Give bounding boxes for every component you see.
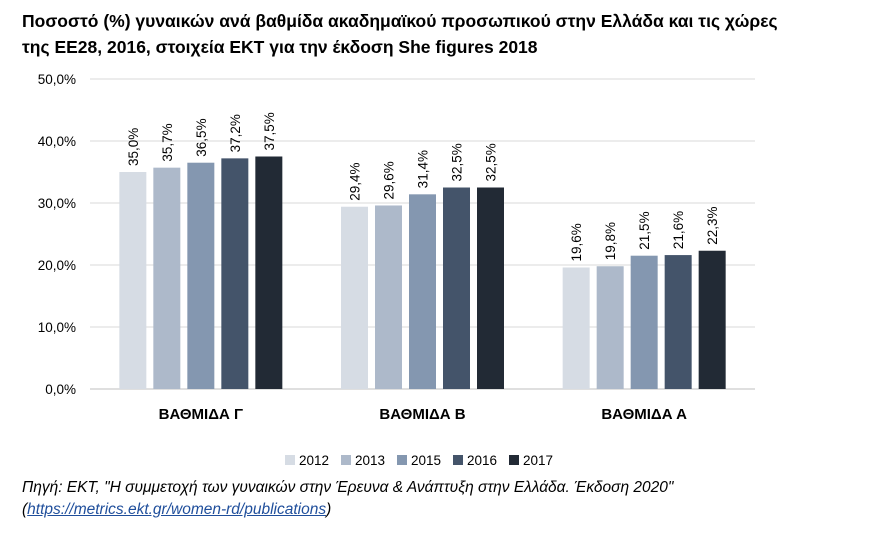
legend-swatch	[509, 455, 519, 465]
source-note: Πηγή: ΕΚΤ, "Η συμμετοχή των γυναικών στη…	[22, 477, 882, 521]
bar-2012	[562, 267, 590, 389]
bar-2015	[409, 194, 436, 389]
chart-title-line-1: Ποσοστό (%) γυναικών ανά βαθμίδα ακαδημα…	[22, 11, 778, 31]
bar-2013	[153, 167, 181, 389]
chart-title: Ποσοστό (%) γυναικών ανά βαθμίδα ακαδημα…	[22, 8, 872, 60]
data-label: 19,6%	[569, 223, 584, 261]
bar-2012	[119, 172, 147, 389]
bar-2015	[187, 162, 215, 389]
legend: 2012 2013 2015 2016 2017	[285, 453, 553, 468]
data-label: 21,5%	[637, 211, 652, 249]
legend-swatch	[453, 455, 463, 465]
y-tick-label: 30,0%	[38, 196, 76, 211]
data-label: 19,8%	[603, 222, 618, 260]
bar-2013	[375, 205, 402, 389]
bar-2017	[255, 156, 283, 389]
legend-swatch	[341, 455, 351, 465]
bar-2016	[443, 187, 470, 389]
bar-2016	[664, 255, 692, 389]
data-label: 37,5%	[262, 112, 277, 150]
source-link-open: (	[22, 501, 28, 518]
y-tick-label: 20,0%	[38, 258, 76, 273]
data-label: 37,2%	[228, 114, 243, 152]
y-axis-tick-labels: 0,0% 10,0% 20,0% 30,0% 40,0% 50,0%	[38, 72, 76, 397]
data-label: 35,7%	[160, 123, 175, 161]
category-label: ΒΑΘΜΙΔΑ Β	[379, 406, 465, 423]
bar-2012	[341, 206, 368, 389]
source-text: Πηγή: ΕΚΤ, "Η συμμετοχή των γυναικών στη…	[22, 479, 674, 496]
bar-2015	[630, 255, 658, 389]
data-label: 32,5%	[450, 143, 465, 181]
category-label: ΒΑΘΜΙΔΑ Α	[601, 406, 687, 423]
source-link-close: )	[326, 501, 332, 518]
y-tick-label: 10,0%	[38, 320, 76, 335]
category-label: ΒΑΘΜΙΔΑ Γ	[159, 406, 243, 423]
x-axis-category-labels: ΒΑΘΜΙΔΑ Γ ΒΑΘΜΙΔΑ Β ΒΑΘΜΙΔΑ Α	[159, 406, 688, 423]
data-labels: 35,0% 35,7% 36,5% 37,2% 37,5% 29,4% 29,6% 31,4%…	[126, 112, 720, 261]
bar-2017	[477, 187, 504, 389]
legend-label: 2016	[467, 453, 497, 468]
data-label: 29,4%	[348, 162, 363, 200]
source-link-line: (https://metrics.ekt.gr/women-rd/publica…	[22, 499, 882, 521]
y-tick-label: 40,0%	[38, 134, 76, 149]
legend-swatch	[285, 455, 295, 465]
bar-2013	[596, 266, 624, 389]
data-label: 31,4%	[416, 150, 431, 188]
bars	[119, 156, 726, 389]
chart-title-line-2: της ΕΕ28, 2016, στοιχεία ΕΚΤ για την έκδ…	[22, 37, 538, 57]
bar-2017	[698, 250, 726, 389]
legend-label: 2015	[411, 453, 441, 468]
data-label: 32,5%	[484, 143, 499, 181]
data-label: 35,0%	[126, 128, 141, 166]
legend-swatch	[397, 455, 407, 465]
legend-label: 2017	[523, 453, 553, 468]
source-link[interactable]: https://metrics.ekt.gr/women-rd/publicat…	[27, 501, 327, 518]
data-label: 29,6%	[382, 161, 397, 199]
legend-label: 2012	[299, 453, 329, 468]
data-label: 22,3%	[705, 206, 720, 244]
y-tick-label: 50,0%	[38, 72, 76, 87]
data-label: 36,5%	[194, 118, 209, 156]
data-label: 21,6%	[671, 211, 686, 249]
legend-label: 2013	[355, 453, 385, 468]
y-tick-label: 0,0%	[45, 382, 76, 397]
bar-2016	[221, 158, 249, 389]
